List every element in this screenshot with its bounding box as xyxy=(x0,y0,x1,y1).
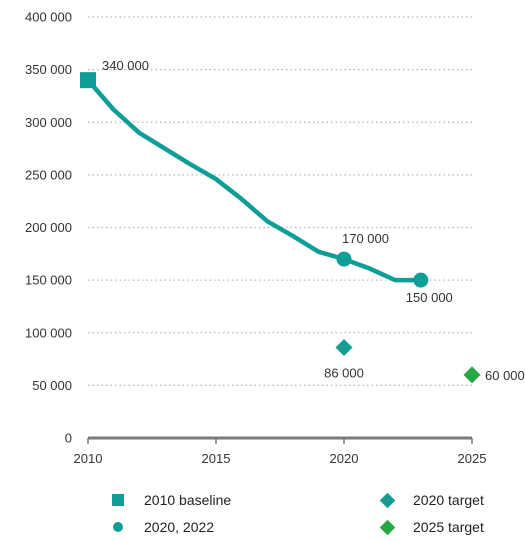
legend-item-2020-2022: 2020, 2022 xyxy=(113,519,214,535)
x-tick-label: 2015 xyxy=(202,451,231,466)
data-label: 86 000 xyxy=(324,365,364,380)
legend-item-2020-target: 2020 target xyxy=(379,492,484,508)
x-tick-label: 2025 xyxy=(458,451,487,466)
baseline-marker xyxy=(80,72,96,89)
legend-label: 2025 target xyxy=(413,519,484,535)
legend-diamond-swatch xyxy=(379,492,396,508)
y-tick-label: 50 000 xyxy=(32,378,72,393)
legend-label: 2020, 2022 xyxy=(144,519,215,535)
target-marker xyxy=(335,338,353,356)
legend-diamond-swatch xyxy=(379,519,396,535)
legend-label: 2020 target xyxy=(413,492,484,508)
y-tick-label: 200 000 xyxy=(25,220,72,235)
legend: 2010 baseline 2020, 2022 2020 target 202… xyxy=(0,488,525,542)
series-layer xyxy=(85,77,424,283)
x-axis-ticks: 2010 2015 2020 2025 xyxy=(74,438,487,466)
legend-circle-swatch xyxy=(113,522,123,532)
target-marker xyxy=(463,366,481,384)
series-line xyxy=(85,77,424,283)
data-label: 150 000 xyxy=(406,290,453,305)
legend-square-swatch xyxy=(112,494,124,506)
y-tick-label: 100 000 xyxy=(25,325,72,340)
y-tick-label: 150 000 xyxy=(25,273,72,288)
chart: 0 50 000 100 000 150 000 200 000 250 000 300 0… xyxy=(25,10,525,467)
y-tick-label: 300 000 xyxy=(25,115,72,130)
data-label: 170 000 xyxy=(342,231,389,246)
x-tick-label: 2020 xyxy=(330,451,359,466)
data-point-marker xyxy=(413,272,429,288)
gridlines xyxy=(88,16,472,386)
y-tick-label: 0 xyxy=(65,431,72,446)
legend-item-2025-target: 2025 target xyxy=(379,519,484,535)
legend-item-2010-baseline: 2010 baseline xyxy=(112,492,231,508)
data-label: 340 000 xyxy=(102,58,149,73)
y-tick-label: 400 000 xyxy=(25,10,72,25)
y-tick-label: 250 000 xyxy=(25,167,72,182)
x-tick-label: 2010 xyxy=(74,451,103,466)
y-tick-label: 350 000 xyxy=(25,62,72,77)
data-labels-layer: 340 000 170 000 150 000 86 000 60 000 xyxy=(102,58,525,383)
data-label: 60 000 xyxy=(485,368,525,383)
markers-layer xyxy=(80,72,481,384)
legend-label: 2010 baseline xyxy=(144,492,232,508)
data-point-marker xyxy=(336,251,352,267)
y-axis-ticks: 0 50 000 100 000 150 000 200 000 250 000 300 0… xyxy=(25,10,72,446)
